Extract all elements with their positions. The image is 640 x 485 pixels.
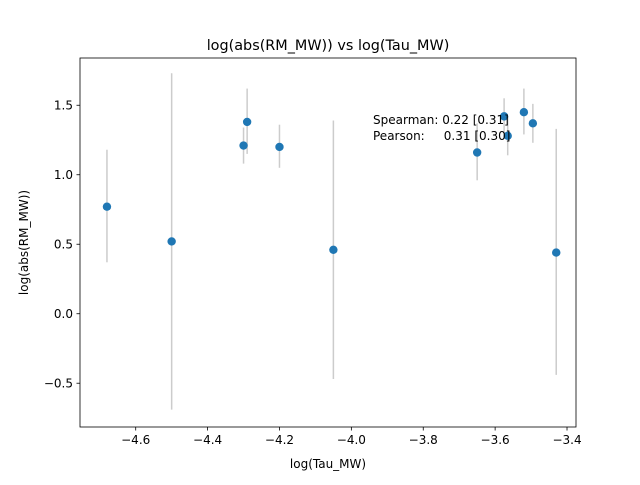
data-point-10 <box>519 108 529 117</box>
x-tick-label-1: −4.6 <box>121 433 150 447</box>
data-point-8 <box>499 112 509 121</box>
plot-frame <box>79 57 577 428</box>
data-point-11 <box>528 119 538 128</box>
x-tick-label-4: −4.0 <box>337 433 366 447</box>
chart-title: log(abs(RM_MW)) vs log(Tau_MW) <box>207 38 450 54</box>
x-tick-label-5: −3.8 <box>409 433 438 447</box>
y-tick-label-1: −0.5 <box>44 377 73 391</box>
y-tick-label-4: 1.0 <box>54 168 73 182</box>
x-axis-ticks: −4.6 −4.4 −4.2 −4.0 −3.8 −3.6 −3.4 <box>121 427 582 447</box>
data-point-5 <box>275 142 284 152</box>
x-tick-label-3: −4.2 <box>265 433 294 447</box>
data-point-6 <box>329 245 338 254</box>
x-tick-label-6: −3.6 <box>481 433 510 447</box>
y-axis-ticks: −0.5 0.0 0.5 1.0 1.5 <box>44 99 80 391</box>
y-tick-label-5: 1.5 <box>54 99 73 113</box>
x-tick-label-2: −4.4 <box>193 433 222 447</box>
data-point-1 <box>102 202 112 211</box>
y-axis-label: log(abs(RM_MW)) <box>17 190 31 295</box>
spearman-annotation: Spearman: 0.22 [0.31] <box>373 113 509 127</box>
y-tick-label-3: 0.5 <box>54 238 73 252</box>
data-point-7 <box>472 148 482 157</box>
x-tick-label-7: −3.4 <box>552 433 581 447</box>
markers-layer <box>102 108 561 257</box>
data-point-4 <box>242 117 252 127</box>
y-tick-label-2: 0.0 <box>54 307 73 321</box>
data-point-12 <box>552 248 561 257</box>
x-axis-label: log(Tau_MW) <box>290 457 366 471</box>
data-point-3 <box>239 141 248 150</box>
pearson-annotation: Pearson: 0.31 [0.30] <box>373 129 510 143</box>
data-point-9 <box>503 131 512 141</box>
data-point-2 <box>167 237 176 246</box>
